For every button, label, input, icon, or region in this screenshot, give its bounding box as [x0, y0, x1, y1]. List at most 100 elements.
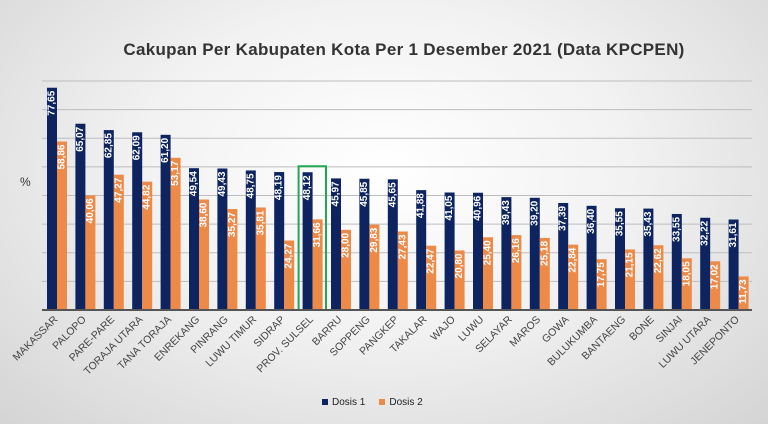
data-label: 49,43 [217, 171, 228, 196]
bar-dosis-1 [189, 168, 199, 310]
bar-dosis-2 [369, 224, 380, 310]
data-label: 28,00 [341, 232, 352, 257]
data-label: 35,81 [255, 210, 266, 235]
data-label: 17,75 [596, 262, 607, 287]
data-label: 11,73 [738, 279, 749, 304]
data-label: 25,18 [539, 240, 550, 265]
data-label: 40,06 [85, 198, 96, 223]
bar-dosis-2 [255, 207, 266, 310]
legend-swatch [379, 399, 386, 405]
data-label: 44,82 [142, 184, 153, 209]
bar-dosis-1 [615, 208, 625, 310]
data-label: 18,05 [681, 261, 692, 286]
bar-dosis-2 [483, 237, 493, 310]
bar-dosis-2 [57, 141, 67, 310]
category-label: WAJO [428, 314, 458, 344]
data-label: 39,20 [529, 200, 540, 225]
bar-dosis-1 [217, 168, 228, 310]
bar-dosis-1 [501, 197, 512, 310]
bar-dosis-2 [653, 245, 664, 310]
data-label: 41,05 [444, 195, 455, 220]
legend-item-dosis-1: Dosis 1 [322, 397, 365, 408]
data-label: 62,85 [103, 133, 114, 158]
bar-dosis-2 [738, 276, 749, 310]
data-label: 61,20 [160, 137, 171, 162]
bar-dosis-1 [529, 197, 540, 310]
data-label: 35,43 [643, 211, 654, 236]
bar-dosis-1 [75, 123, 86, 310]
bar-dosis-2 [199, 199, 209, 310]
data-label: 62,09 [132, 135, 143, 160]
y-axis-label: % [20, 175, 31, 189]
legend-item-dosis-2: Dosis 2 [379, 397, 423, 408]
data-label: 22,47 [426, 248, 437, 273]
bar-dosis-2 [142, 181, 153, 310]
data-label: 40,96 [473, 195, 484, 220]
bar-dosis-1 [331, 178, 341, 310]
data-label: 77,65 [47, 90, 58, 115]
data-label: 45,65 [387, 182, 398, 207]
legend-swatch [322, 399, 328, 405]
bar-dosis-1 [558, 202, 569, 310]
bar-dosis-1 [274, 172, 285, 310]
bar-dosis-1 [444, 192, 455, 310]
legend-label: Dosis 2 [389, 397, 423, 408]
data-label: 45,85 [359, 181, 370, 206]
data-label: 49,54 [189, 171, 200, 196]
data-label: 31,66 [312, 222, 323, 247]
legend-label: Dosis 1 [332, 397, 366, 408]
bar-dosis-1 [473, 192, 483, 310]
bar-dosis-1 [160, 134, 171, 310]
chart-title: Cakupan Per Kabupaten Kota Per 1 Desembe… [123, 40, 685, 59]
data-label: 35,27 [227, 212, 238, 237]
bar-dosis-1 [643, 208, 654, 310]
bar-dosis-1 [416, 190, 427, 310]
data-label: 25,40 [483, 240, 494, 265]
data-label: 41,88 [416, 193, 427, 218]
category-label: BONE [627, 314, 657, 344]
bar-dosis-1 [245, 170, 256, 310]
bar-dosis-1 [586, 205, 597, 310]
bar-dosis-1 [728, 219, 739, 310]
category-label: MAKASSAR [11, 313, 61, 363]
data-label: 26,16 [511, 238, 522, 263]
data-label: 32,22 [700, 220, 711, 245]
data-label: 27,43 [397, 234, 408, 259]
data-label: 22,62 [653, 248, 664, 273]
bar-dosis-2 [426, 245, 437, 310]
data-label: 21,15 [625, 252, 636, 277]
bar-dosis-2 [596, 259, 607, 310]
bar-dosis-1 [359, 178, 370, 310]
bar-dosis-2 [284, 240, 295, 310]
bar-dosis-2 [397, 231, 408, 310]
bar-dosis-1 [387, 179, 398, 310]
data-label: 48,75 [245, 173, 256, 198]
legend: Dosis 1 Dosis 2 [322, 397, 423, 408]
data-label: 22,84 [568, 247, 579, 272]
bar-dosis-2 [625, 249, 635, 310]
data-label: 38,60 [199, 202, 210, 227]
bar-dosis-2 [312, 219, 323, 310]
data-label: 37,39 [558, 206, 569, 231]
bar-dosis-2 [511, 235, 522, 310]
bar-dosis-2 [454, 250, 465, 310]
category-label: MAROS [507, 314, 543, 350]
bar-dosis-1 [700, 217, 711, 310]
bar-dosis-1 [302, 172, 313, 310]
bar-dosis-2 [710, 261, 721, 310]
bar-dosis-2 [568, 244, 579, 310]
data-label: 47,27 [113, 177, 124, 202]
data-label: 20,80 [454, 253, 465, 278]
data-label: 17,02 [710, 264, 721, 289]
bar-dosis-2 [341, 229, 351, 310]
data-label: 45,97 [331, 181, 342, 206]
bar-dosis-1 [47, 87, 57, 311]
data-label: 33,55 [671, 217, 682, 242]
data-label: 24,27 [284, 243, 295, 268]
data-label: 36,40 [586, 208, 597, 233]
bar-dosis-1 [132, 132, 143, 310]
data-label: 65,07 [75, 126, 86, 151]
bar-dosis-2 [539, 237, 550, 310]
data-label: 39,43 [501, 200, 512, 225]
data-label: 53,17 [170, 160, 181, 185]
